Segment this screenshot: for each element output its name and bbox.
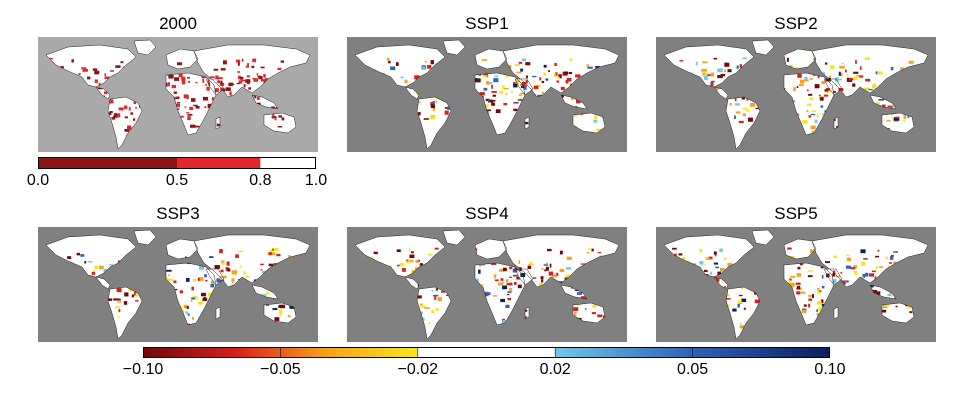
map-panel-ssp5: SSP5: [656, 204, 936, 344]
world-map-2000: [38, 37, 318, 152]
world-map-ssp4: [347, 227, 627, 342]
change-colorbar-bar: [143, 347, 830, 358]
map-panel-ssp2: SSP2: [656, 14, 936, 154]
baseline-colorbar-segment: [177, 157, 261, 169]
map-panel-ssp4: SSP4: [347, 204, 627, 344]
baseline-colorbar-tick-label: 0.5: [165, 172, 189, 189]
baseline-colorbar-tick-label: 0.0: [26, 172, 50, 189]
baseline-colorbar: 0.0 0.5 0.8 1.0: [27, 157, 327, 193]
change-colorbar-tick-label: −0.02: [397, 361, 439, 378]
world-map-ssp2: [656, 37, 936, 152]
change-colorbar-tick-label: 0.02: [539, 361, 571, 378]
change-colorbar-tick-label: 0.05: [677, 361, 709, 378]
change-colorbar-tick-label: −0.10: [122, 361, 164, 378]
baseline-colorbar-bar: [38, 157, 316, 169]
panel-title: SSP1: [465, 14, 509, 33]
panel-title: 2000: [159, 14, 197, 33]
world-map-ssp5: [656, 227, 936, 342]
panel-title: SSP3: [156, 204, 200, 223]
baseline-colorbar-tick-label: 0.8: [249, 172, 272, 189]
change-colorbar-tick-label: 0.10: [814, 361, 846, 378]
change-colorbar-tick-label: −0.05: [260, 361, 301, 378]
baseline-colorbar-segment: [260, 157, 316, 169]
world-map-ssp3: [38, 227, 318, 342]
baseline-colorbar-segment: [38, 157, 177, 169]
panel-title: SSP5: [774, 204, 818, 223]
map-panel-ssp3: SSP3: [38, 204, 318, 344]
panel-title: SSP2: [774, 14, 818, 33]
panel-title: SSP4: [465, 204, 509, 223]
map-panel-ssp1: SSP1: [347, 14, 627, 154]
world-map-ssp1: [347, 37, 627, 152]
baseline-colorbar-tick-label: 1.0: [304, 172, 328, 189]
change-colorbar: −0.10 −0.05 −0.02 0.02 0.05 0.10: [123, 347, 846, 395]
change-colorbar-neutral-segment: [417, 347, 556, 358]
map-panel-2000: 2000: [38, 14, 318, 154]
